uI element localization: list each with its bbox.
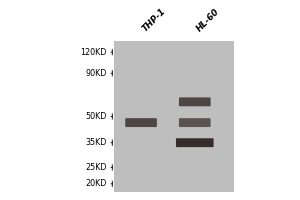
Text: THP-1: THP-1	[141, 6, 168, 33]
Text: 120KD: 120KD	[80, 48, 107, 57]
Text: 35KD: 35KD	[85, 138, 107, 147]
Text: HL-60: HL-60	[195, 7, 221, 33]
FancyBboxPatch shape	[179, 118, 211, 127]
Text: 50KD: 50KD	[85, 112, 107, 121]
Text: 90KD: 90KD	[85, 69, 107, 78]
Text: 20KD: 20KD	[85, 179, 107, 188]
FancyBboxPatch shape	[125, 118, 157, 127]
FancyBboxPatch shape	[179, 97, 211, 106]
Text: 25KD: 25KD	[85, 163, 107, 172]
Bar	[114, 41, 234, 192]
FancyBboxPatch shape	[176, 138, 214, 147]
